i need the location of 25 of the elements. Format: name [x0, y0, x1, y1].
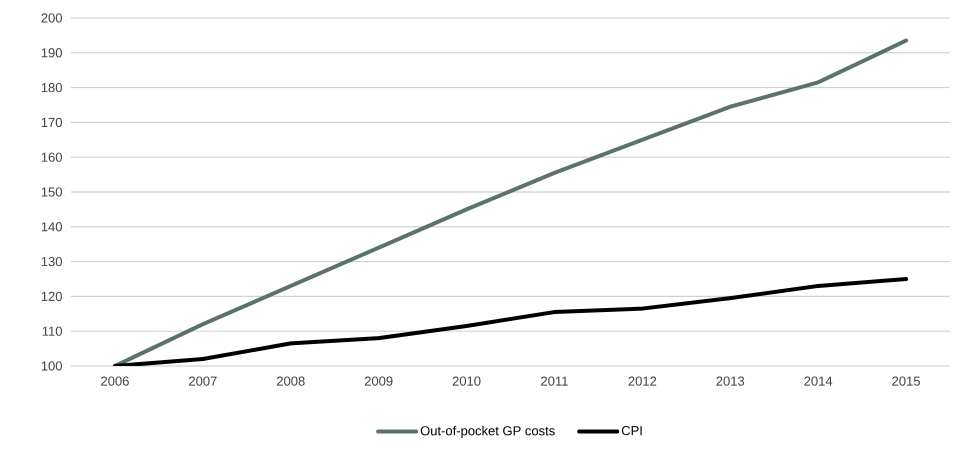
x-tick-label: 2008 [276, 376, 305, 386]
x-tick-label: 2006 [101, 376, 129, 386]
y-tick-label: 170 [42, 118, 62, 127]
x-tick-label: 2010 [452, 376, 481, 386]
y-tick-label: 110 [42, 326, 62, 336]
y-tick-label: 180 [42, 82, 62, 92]
x-tick-label: 2015 [892, 376, 920, 386]
x-tick-label: 2011 [541, 376, 568, 386]
y-tick-label: 120 [42, 292, 62, 301]
y-tick-label: 150 [42, 187, 62, 197]
line-series [112, 276, 908, 366]
x-tick-label: 2007 [189, 376, 217, 386]
line-series [112, 38, 908, 366]
y-tick-label: 140 [42, 222, 62, 232]
y-tick-label: 100 [42, 361, 62, 371]
legend-label: Out-of-pocket GP costs [420, 426, 555, 438]
x-tick-label: 2014 [804, 376, 832, 386]
x-tick-label: 2013 [716, 376, 744, 386]
y-tick-label: 130 [42, 256, 62, 266]
legend-label: CPI [622, 426, 642, 436]
y-tick-label: 200 [41, 13, 62, 23]
y-tick-label: 160 [42, 152, 62, 162]
x-tick-label: 2012 [628, 376, 656, 386]
x-tick-label: 2009 [364, 376, 392, 386]
y-tick-label: 190 [42, 48, 62, 58]
